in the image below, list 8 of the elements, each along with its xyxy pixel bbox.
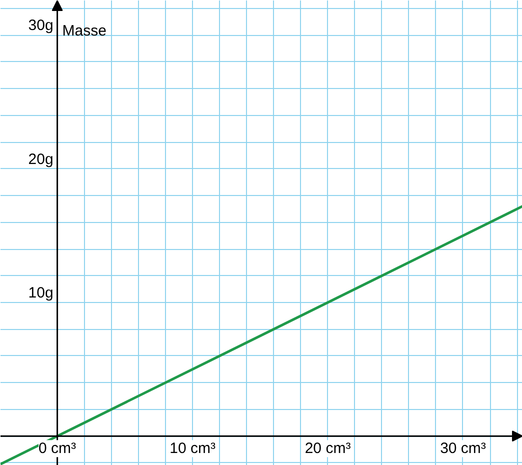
x-tick-label: 0 cm³ bbox=[38, 440, 76, 458]
y-tick-label: 20g bbox=[28, 150, 54, 168]
y-axis-title: Masse bbox=[62, 22, 106, 40]
y-tick-label: 30g bbox=[28, 17, 54, 34]
x-tick-label: 10 cm³ bbox=[170, 440, 216, 458]
x-tick-label: 20 cm³ bbox=[304, 440, 351, 458]
y-tick-label: 10g bbox=[28, 284, 54, 302]
x-tick-label: 30 cm³ bbox=[440, 440, 486, 458]
